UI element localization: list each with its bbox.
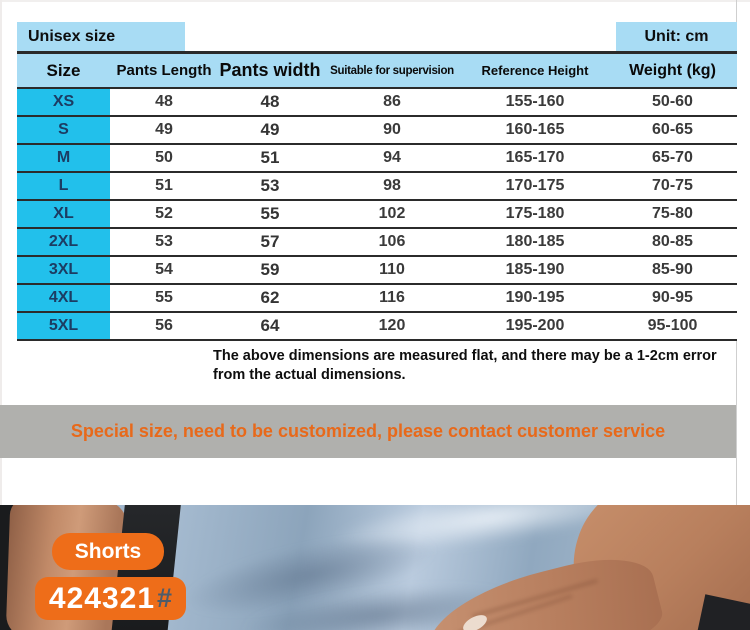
column-header-suitable: Suitable for supervision — [330, 64, 454, 77]
value-cell: 49 — [260, 120, 280, 139]
value-cell: 190-195 — [505, 289, 565, 306]
value-cell: 65-70 — [652, 149, 693, 166]
table-row: M 50 51 94 165-170 65-70 — [17, 145, 737, 173]
value-cell: 48 — [260, 92, 280, 111]
value-cell: 56 — [155, 317, 173, 334]
size-cell: 5XL — [17, 313, 110, 339]
value-cell: 80-85 — [652, 233, 693, 250]
value-cell: 195-200 — [505, 317, 565, 334]
category-badge: Shorts — [52, 533, 164, 570]
column-header-pants-width: Pants width — [219, 60, 321, 80]
value-cell: 62 — [260, 288, 280, 307]
value-cell: 185-190 — [505, 261, 565, 278]
size-cell: 4XL — [17, 285, 110, 311]
value-cell: 98 — [383, 177, 401, 194]
table-row: 4XL 55 62 116 190-195 90-95 — [17, 285, 737, 313]
value-cell: 175-180 — [505, 205, 565, 222]
size-cell: L — [17, 173, 110, 199]
table-row: XS 48 48 86 155-160 50-60 — [17, 89, 737, 117]
size-table-header: Size Pants Length Pants width Suitable f… — [17, 51, 737, 89]
size-table-body: XS 48 48 86 155-160 50-60 S 49 49 90 160-165 60-65 M… — [17, 89, 737, 341]
value-cell: 90 — [383, 121, 401, 138]
value-cell: 95-100 — [647, 317, 698, 334]
unit-label: Unit: cm — [616, 22, 737, 51]
value-cell: 60-65 — [652, 121, 693, 138]
value-cell: 160-165 — [505, 121, 565, 138]
value-cell: 59 — [260, 260, 280, 279]
table-row: 3XL 54 59 110 185-190 85-90 — [17, 257, 737, 285]
value-cell: 116 — [379, 289, 405, 306]
column-header-weight: Weight (kg) — [629, 61, 716, 79]
value-cell: 90-95 — [652, 289, 693, 306]
size-table: Size Pants Length Pants width Suitable f… — [17, 51, 737, 341]
value-cell: 57 — [260, 232, 280, 251]
value-cell: 48 — [155, 93, 173, 110]
size-cell: XL — [17, 201, 110, 227]
value-cell: 53 — [155, 233, 173, 250]
value-cell: 120 — [378, 317, 406, 334]
table-row: S 49 49 90 160-165 60-65 — [17, 117, 737, 145]
table-row: XL 52 55 102 175-180 75-80 — [17, 201, 737, 229]
measurement-note-line1: The above dimensions are measured flat, … — [213, 348, 717, 364]
product-photo: Shorts 424321 # — [0, 505, 750, 630]
value-cell: 75-80 — [652, 205, 693, 222]
model-number: 424321 — [48, 581, 156, 615]
value-cell: 170-175 — [505, 177, 565, 194]
value-cell: 52 — [155, 205, 173, 222]
value-cell: 94 — [383, 149, 401, 166]
size-cell: S — [17, 117, 110, 143]
measurement-note: The above dimensions are measured flat, … — [213, 347, 748, 385]
value-cell: 64 — [260, 316, 280, 335]
value-cell: 110 — [379, 261, 405, 278]
model-number-badge: 424321 # — [35, 577, 186, 620]
value-cell: 180-185 — [505, 233, 565, 250]
value-cell: 54 — [155, 261, 173, 278]
special-size-banner: Special size, need to be customized, ple… — [0, 405, 736, 458]
value-cell: 165-170 — [505, 149, 565, 166]
value-cell: 53 — [260, 176, 280, 195]
size-cell: XS — [17, 89, 110, 115]
size-cell: 2XL — [17, 229, 110, 255]
table-row: L 51 53 98 170-175 70-75 — [17, 173, 737, 201]
value-cell: 102 — [378, 205, 406, 222]
value-cell: 70-75 — [652, 177, 693, 194]
value-cell: 49 — [155, 121, 173, 138]
column-header-size: Size — [46, 60, 81, 80]
measurement-note-line2: from the actual dimensions. — [213, 367, 406, 383]
special-size-banner-text: Special size, need to be customized, ple… — [70, 421, 666, 441]
table-row: 5XL 56 64 120 195-200 95-100 — [17, 313, 737, 341]
value-cell: 51 — [155, 177, 173, 194]
value-cell: 55 — [155, 289, 173, 306]
value-cell: 51 — [260, 148, 280, 167]
value-cell: 155-160 — [505, 93, 565, 110]
column-header-pants-length: Pants Length — [116, 62, 212, 79]
value-cell: 50-60 — [652, 93, 693, 110]
page-top-edge — [0, 0, 750, 2]
column-header-reference-height: Reference Height — [481, 63, 589, 78]
chart-title: Unisex size — [17, 22, 185, 51]
value-cell: 50 — [155, 149, 173, 166]
value-cell: 85-90 — [652, 261, 693, 278]
model-number-hash: # — [157, 583, 173, 613]
value-cell: 55 — [260, 204, 280, 223]
value-cell: 106 — [378, 233, 406, 250]
page-left-edge — [0, 0, 2, 505]
value-cell: 86 — [383, 93, 401, 110]
size-cell: M — [17, 145, 110, 171]
table-row: 2XL 53 57 106 180-185 80-85 — [17, 229, 737, 257]
size-cell: 3XL — [17, 257, 110, 283]
